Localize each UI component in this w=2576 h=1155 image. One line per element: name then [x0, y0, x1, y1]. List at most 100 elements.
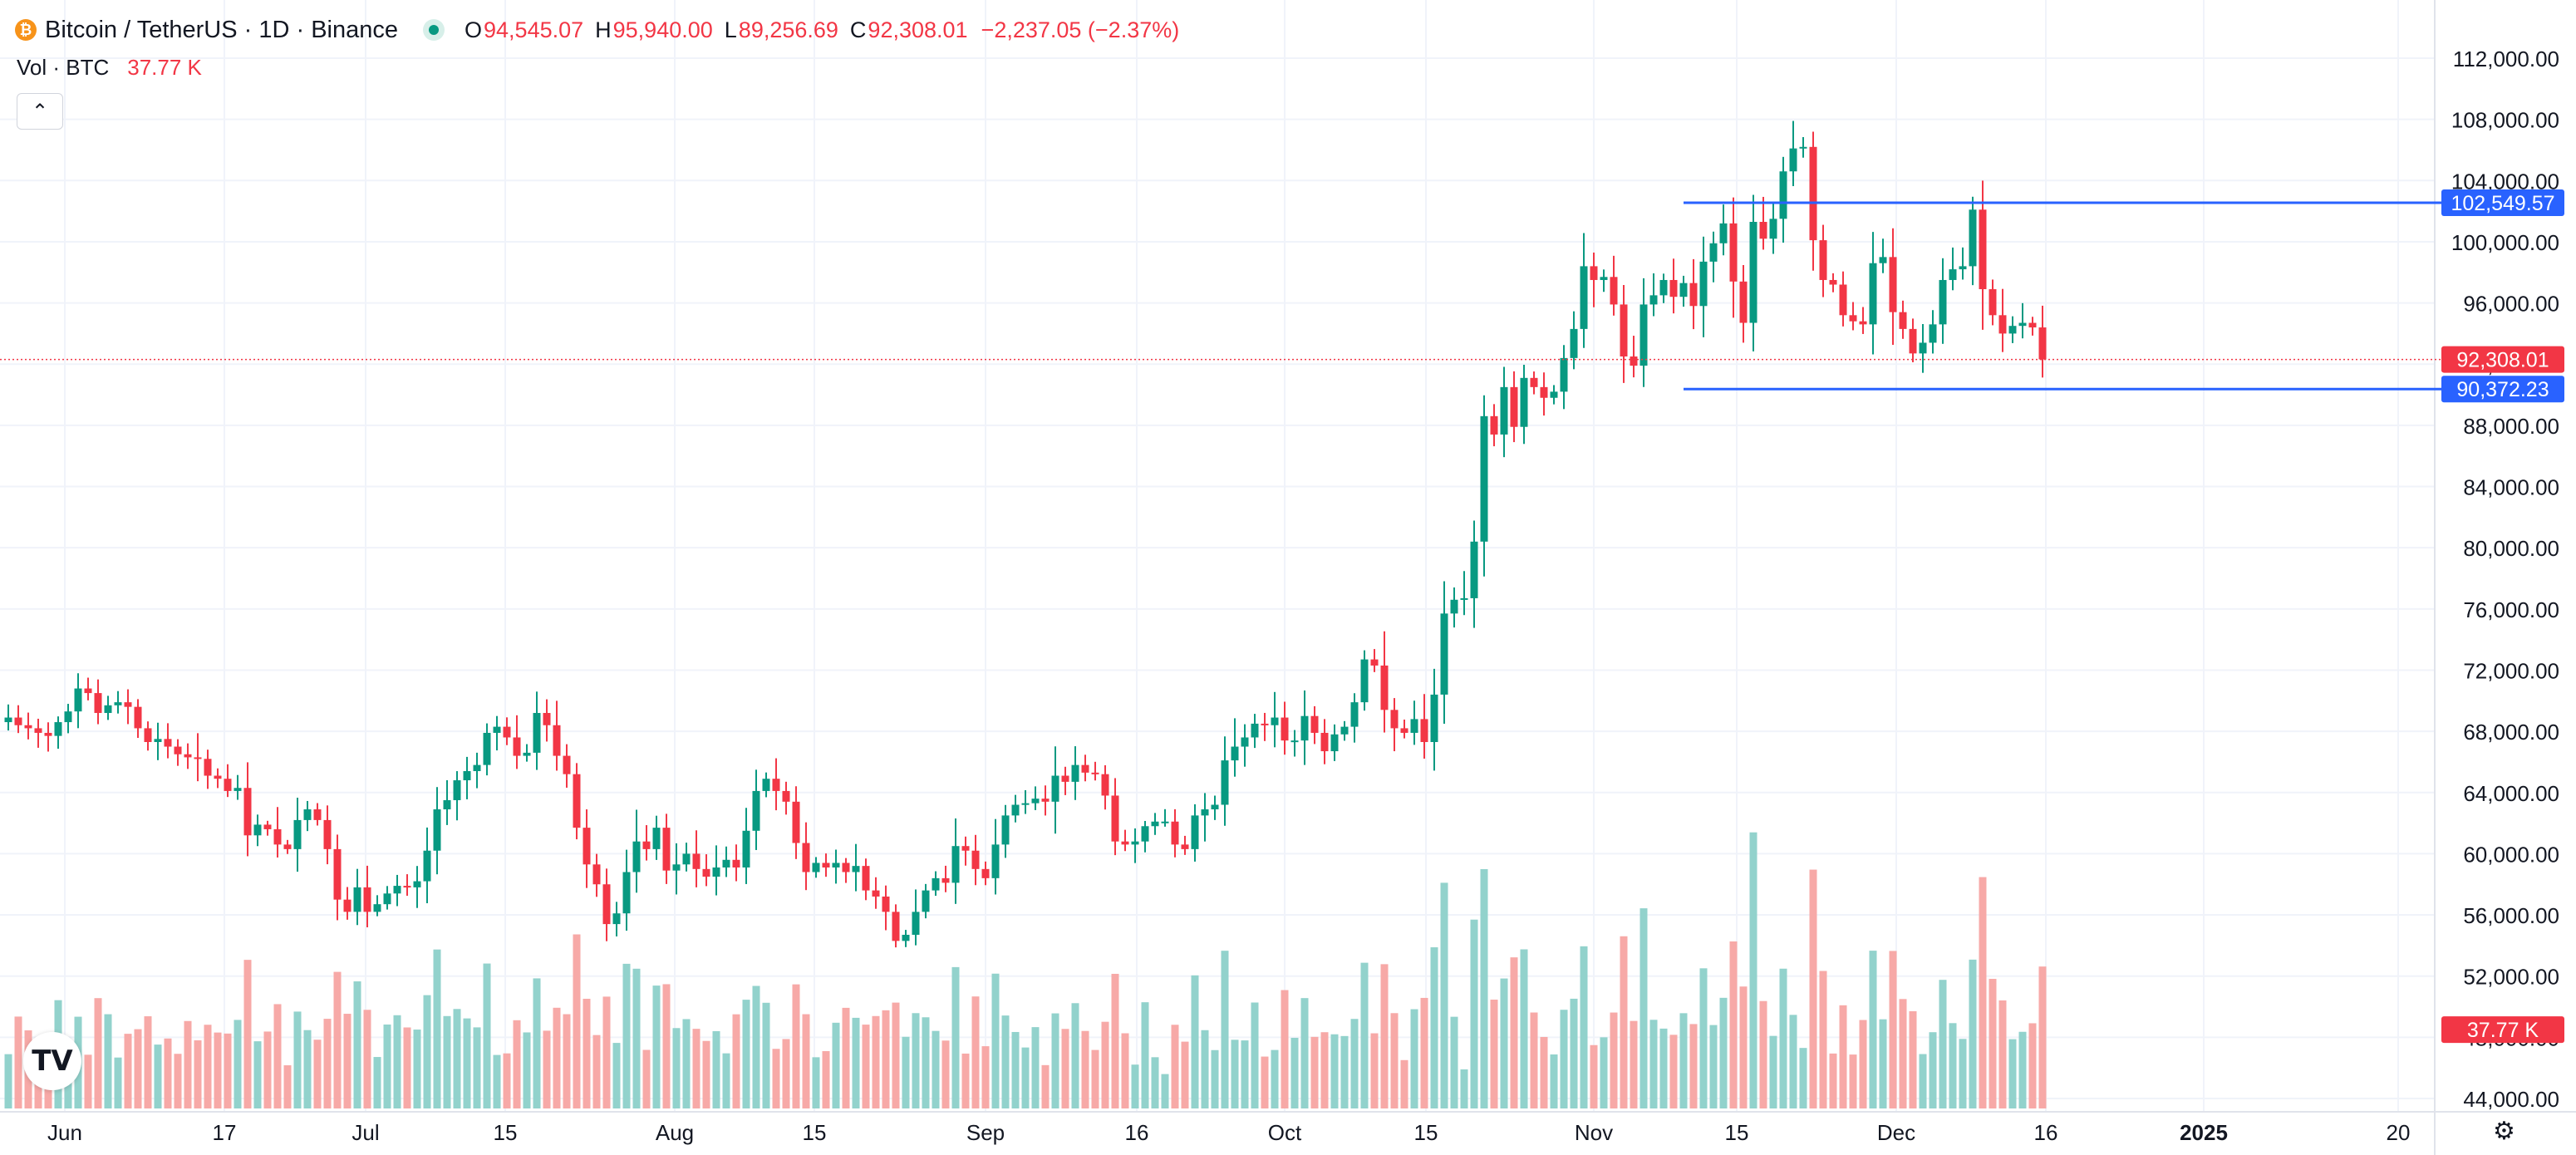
- candle-body: [134, 706, 142, 729]
- candle-body: [1191, 815, 1199, 849]
- candle-body: [1600, 277, 1608, 280]
- candle-body: [533, 713, 541, 753]
- volume-bar: [722, 1053, 730, 1108]
- symbol-title[interactable]: Bitcoin / TetherUS · 1D · Binance: [45, 16, 398, 43]
- volume-last-label-bg: [2441, 1016, 2564, 1044]
- volume-bar: [1909, 1010, 1917, 1108]
- candle-body: [932, 877, 940, 891]
- volume-bar: [1779, 968, 1787, 1108]
- candlestick-series: [4, 120, 2047, 948]
- volume-label[interactable]: Vol · BTC: [17, 55, 110, 80]
- volume-bar: [473, 1027, 481, 1108]
- candle-body: [1081, 764, 1089, 773]
- horizontal-level-lines[interactable]: [0, 201, 2441, 391]
- volume-bar: [1330, 1034, 1339, 1108]
- candle-body: [1031, 799, 1040, 804]
- volume-bar: [224, 1033, 232, 1108]
- candle-body: [1001, 815, 1010, 845]
- volume-bar: [184, 1020, 192, 1108]
- price-tick-label: 44,000.00: [2463, 1087, 2559, 1112]
- candle-body: [862, 866, 870, 891]
- volume-bar: [1320, 1032, 1329, 1108]
- volume-bar: [1799, 1048, 1807, 1108]
- candle-body: [1460, 597, 1468, 600]
- candle-body: [1131, 841, 1139, 845]
- volume-bar: [922, 1017, 930, 1108]
- time-tick-label: 17: [213, 1120, 237, 1145]
- volume-bar: [533, 978, 541, 1108]
- volume-bar: [1051, 1013, 1059, 1108]
- volume-bar: [283, 1065, 292, 1108]
- candle-body: [24, 725, 32, 729]
- volume-bar: [1620, 936, 1628, 1108]
- time-tick-label: Sep: [966, 1120, 1005, 1145]
- candle-body: [243, 788, 252, 836]
- volume-bar: [124, 1034, 132, 1108]
- candle-body: [1221, 760, 1229, 805]
- candle-body: [224, 779, 232, 791]
- candle-body: [34, 728, 42, 733]
- volume-bar: [1989, 979, 1997, 1108]
- volume-bar: [1031, 1027, 1040, 1108]
- volume-bar: [1490, 1000, 1498, 1108]
- collapse-legend-button[interactable]: ⌃: [17, 93, 63, 130]
- market-status-icon[interactable]: [423, 19, 445, 41]
- candle-body: [483, 732, 491, 765]
- volume-bar: [1659, 1028, 1668, 1108]
- candle-body: [273, 828, 282, 845]
- volume-bar: [573, 934, 581, 1108]
- volume-bar: [1360, 962, 1369, 1108]
- candle-body: [383, 893, 391, 905]
- candle-body: [1420, 719, 1428, 743]
- candle-body: [662, 828, 671, 871]
- volume-bar: [273, 1004, 282, 1108]
- candle-body: [373, 904, 381, 912]
- volume-bar: [892, 1002, 900, 1108]
- gear-icon[interactable]: ⚙: [2493, 1118, 2515, 1145]
- volume-bar: [1440, 882, 1448, 1108]
- price-axis[interactable]: 112,000.00108,000.00104,000.00100,000.00…: [2441, 47, 2564, 1112]
- time-tick-label: Oct: [1268, 1120, 1302, 1145]
- candle-body: [293, 819, 302, 849]
- volume-bar: [1959, 1039, 1967, 1108]
- candle-body: [194, 757, 202, 759]
- volume-bar: [104, 1014, 112, 1108]
- volume-bar: [652, 985, 661, 1108]
- volume-bar: [1979, 877, 1987, 1108]
- candle-body: [1340, 726, 1349, 735]
- time-axis[interactable]: Jun 17 Jul 15 Aug 15 Sep 16 Oct 15 Nov 15 Dec 16 2025 2…: [47, 1120, 2410, 1145]
- volume-bar: [144, 1016, 152, 1108]
- volume-bar: [1450, 1016, 1458, 1108]
- candle-body: [124, 702, 132, 707]
- volume-bar: [2018, 1031, 2027, 1108]
- tradingview-logo[interactable]: TV: [23, 1032, 81, 1090]
- price-tick-label: 52,000.00: [2463, 965, 2559, 990]
- volume-bar: [1091, 1049, 1099, 1108]
- candle-body: [1570, 328, 1578, 358]
- candle-body: [792, 801, 800, 843]
- candle-body: [1091, 772, 1099, 774]
- volume-bar: [981, 1046, 990, 1108]
- volume-legend: Vol · BTC 37.77 K: [17, 55, 202, 81]
- volume-bar: [1719, 997, 1728, 1108]
- volume-bar: [1281, 990, 1289, 1108]
- ohlc-values: O94,545.07 H95,940.00 L89,256.69 C92,308…: [465, 17, 1180, 42]
- volume-bar: [443, 1015, 451, 1108]
- volume-bar: [1570, 998, 1578, 1108]
- candle-body: [4, 717, 12, 723]
- high-value: 95,940.00: [612, 17, 713, 42]
- price-tick-label: 108,000.00: [2451, 108, 2559, 133]
- candle-body: [1310, 715, 1319, 733]
- volume-bar: [154, 1044, 162, 1108]
- candle-body: [1111, 795, 1119, 842]
- candle-body: [1011, 804, 1020, 816]
- candle-body: [403, 886, 411, 888]
- candle-body: [54, 722, 62, 736]
- volume-bar: [543, 1030, 551, 1108]
- volume-bar: [513, 1020, 521, 1108]
- volume-bar: [602, 996, 611, 1108]
- volume-bar: [1889, 951, 1897, 1108]
- candle-body: [164, 739, 172, 747]
- volume-bar: [1420, 997, 1428, 1108]
